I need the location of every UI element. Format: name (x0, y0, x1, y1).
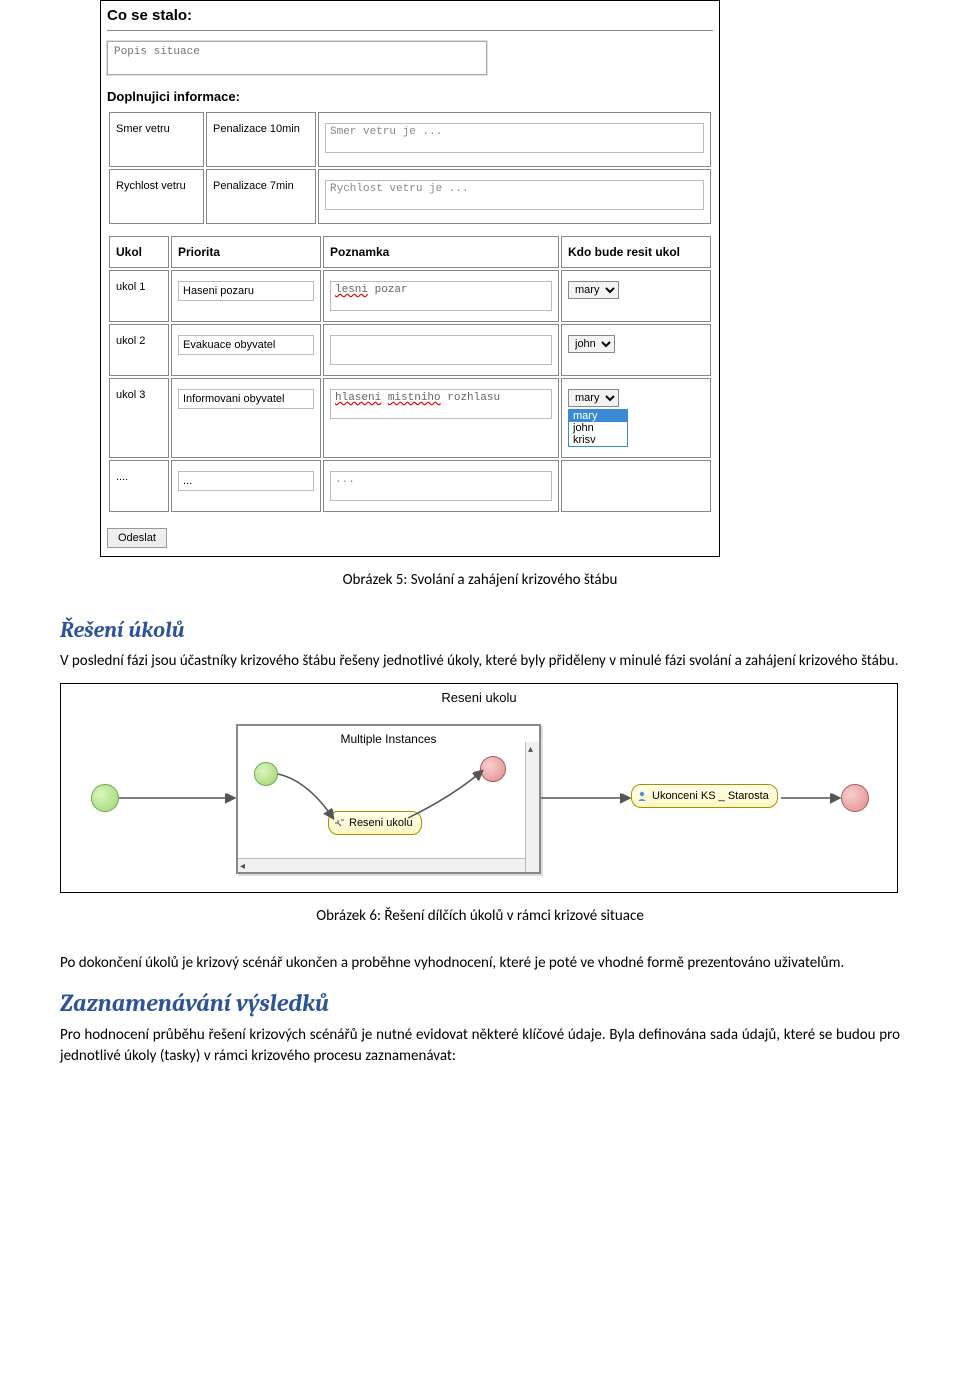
section-1-title: Řešení úkolů (60, 617, 900, 643)
dropdown-option[interactable]: john (569, 422, 627, 434)
note-textarea[interactable]: lesni pozar (330, 281, 552, 311)
task-priority-cell (171, 270, 321, 322)
task-id: ukol 1 (109, 270, 169, 322)
form-screenshot: Co se stalo: Doplnujici informace: Smer … (100, 0, 720, 557)
form-title: Co se stalo: (107, 3, 713, 31)
situation-textarea[interactable] (107, 41, 487, 75)
info-name: Rychlost vetru (109, 169, 204, 224)
task-id: ukol 2 (109, 324, 169, 376)
assignee-select[interactable]: john (568, 335, 615, 353)
info-table: Smer vetru Penalizace 10min Smer vetru j… (107, 110, 713, 226)
task-table: Ukol Priorita Poznamka Kdo bude resit uk… (107, 234, 713, 514)
dropdown-option[interactable]: krisv (569, 434, 627, 446)
priority-input[interactable] (178, 335, 314, 355)
section-1-para: V poslední fázi jsou účastníky krizového… (60, 651, 900, 673)
assignee-select[interactable]: mary (568, 389, 619, 407)
priority-input[interactable] (178, 471, 314, 491)
task-assignee-cell: mary maryjohnkrisv (561, 378, 711, 458)
task-assignee-cell: john (561, 324, 711, 376)
task-priority-cell (171, 378, 321, 458)
note-textarea[interactable]: hlaseni mistniho rozhlasu (330, 389, 552, 419)
caption-2: Obrázek 6: Řešení dílčích úkolů v rámci … (60, 907, 900, 925)
info-note-textarea[interactable]: Rychlost vetru je ... (325, 180, 704, 210)
task-id: .... (109, 460, 169, 512)
submit-button[interactable]: Odeslat (107, 528, 167, 548)
section-2-para: Po dokončení úkolů je krizový scénář uko… (60, 953, 900, 975)
assignee-select[interactable]: mary (568, 281, 619, 299)
task-note-cell: ... (323, 460, 559, 512)
info-section-label: Doplnujici informace: (107, 89, 713, 104)
section-3-para: Pro hodnocení průběhu řešení krizových s… (60, 1025, 900, 1069)
info-name: Smer vetru (109, 112, 204, 167)
th-priorita: Priorita (171, 236, 321, 268)
caption-1: Obrázek 5: Svolání a zahájení krizového … (0, 571, 960, 589)
info-penalty: Penalizace 10min (206, 112, 316, 167)
task-priority-cell (171, 460, 321, 512)
note-textarea[interactable]: ... (330, 471, 552, 501)
info-note-cell: Rychlost vetru je ... (318, 169, 711, 224)
info-note-cell: Smer vetru je ... (318, 112, 711, 167)
task-assignee-cell: mary (561, 270, 711, 322)
th-ukol: Ukol (109, 236, 169, 268)
task-assignee-cell (561, 460, 711, 512)
priority-input[interactable] (178, 281, 314, 301)
task-id: ukol 3 (109, 378, 169, 458)
task-priority-cell (171, 324, 321, 376)
info-note-textarea[interactable]: Smer vetru je ... (325, 123, 704, 153)
th-poznamka: Poznamka (323, 236, 559, 268)
task-note-cell: hlaseni mistniho rozhlasu (323, 378, 559, 458)
section-3-title: Zaznamenávání výsledků (60, 989, 900, 1017)
th-kdo: Kdo bude resit ukol (561, 236, 711, 268)
task-note-cell: lesni pozar (323, 270, 559, 322)
dropdown-option[interactable]: mary (569, 410, 627, 422)
note-textarea[interactable] (330, 335, 552, 365)
task-note-cell (323, 324, 559, 376)
dropdown-listbox[interactable]: maryjohnkrisv (568, 409, 628, 447)
info-penalty: Penalizace 7min (206, 169, 316, 224)
process-diagram: Reseni ukolu Multiple Instances Reseni u… (60, 683, 898, 893)
priority-input[interactable] (178, 389, 314, 409)
